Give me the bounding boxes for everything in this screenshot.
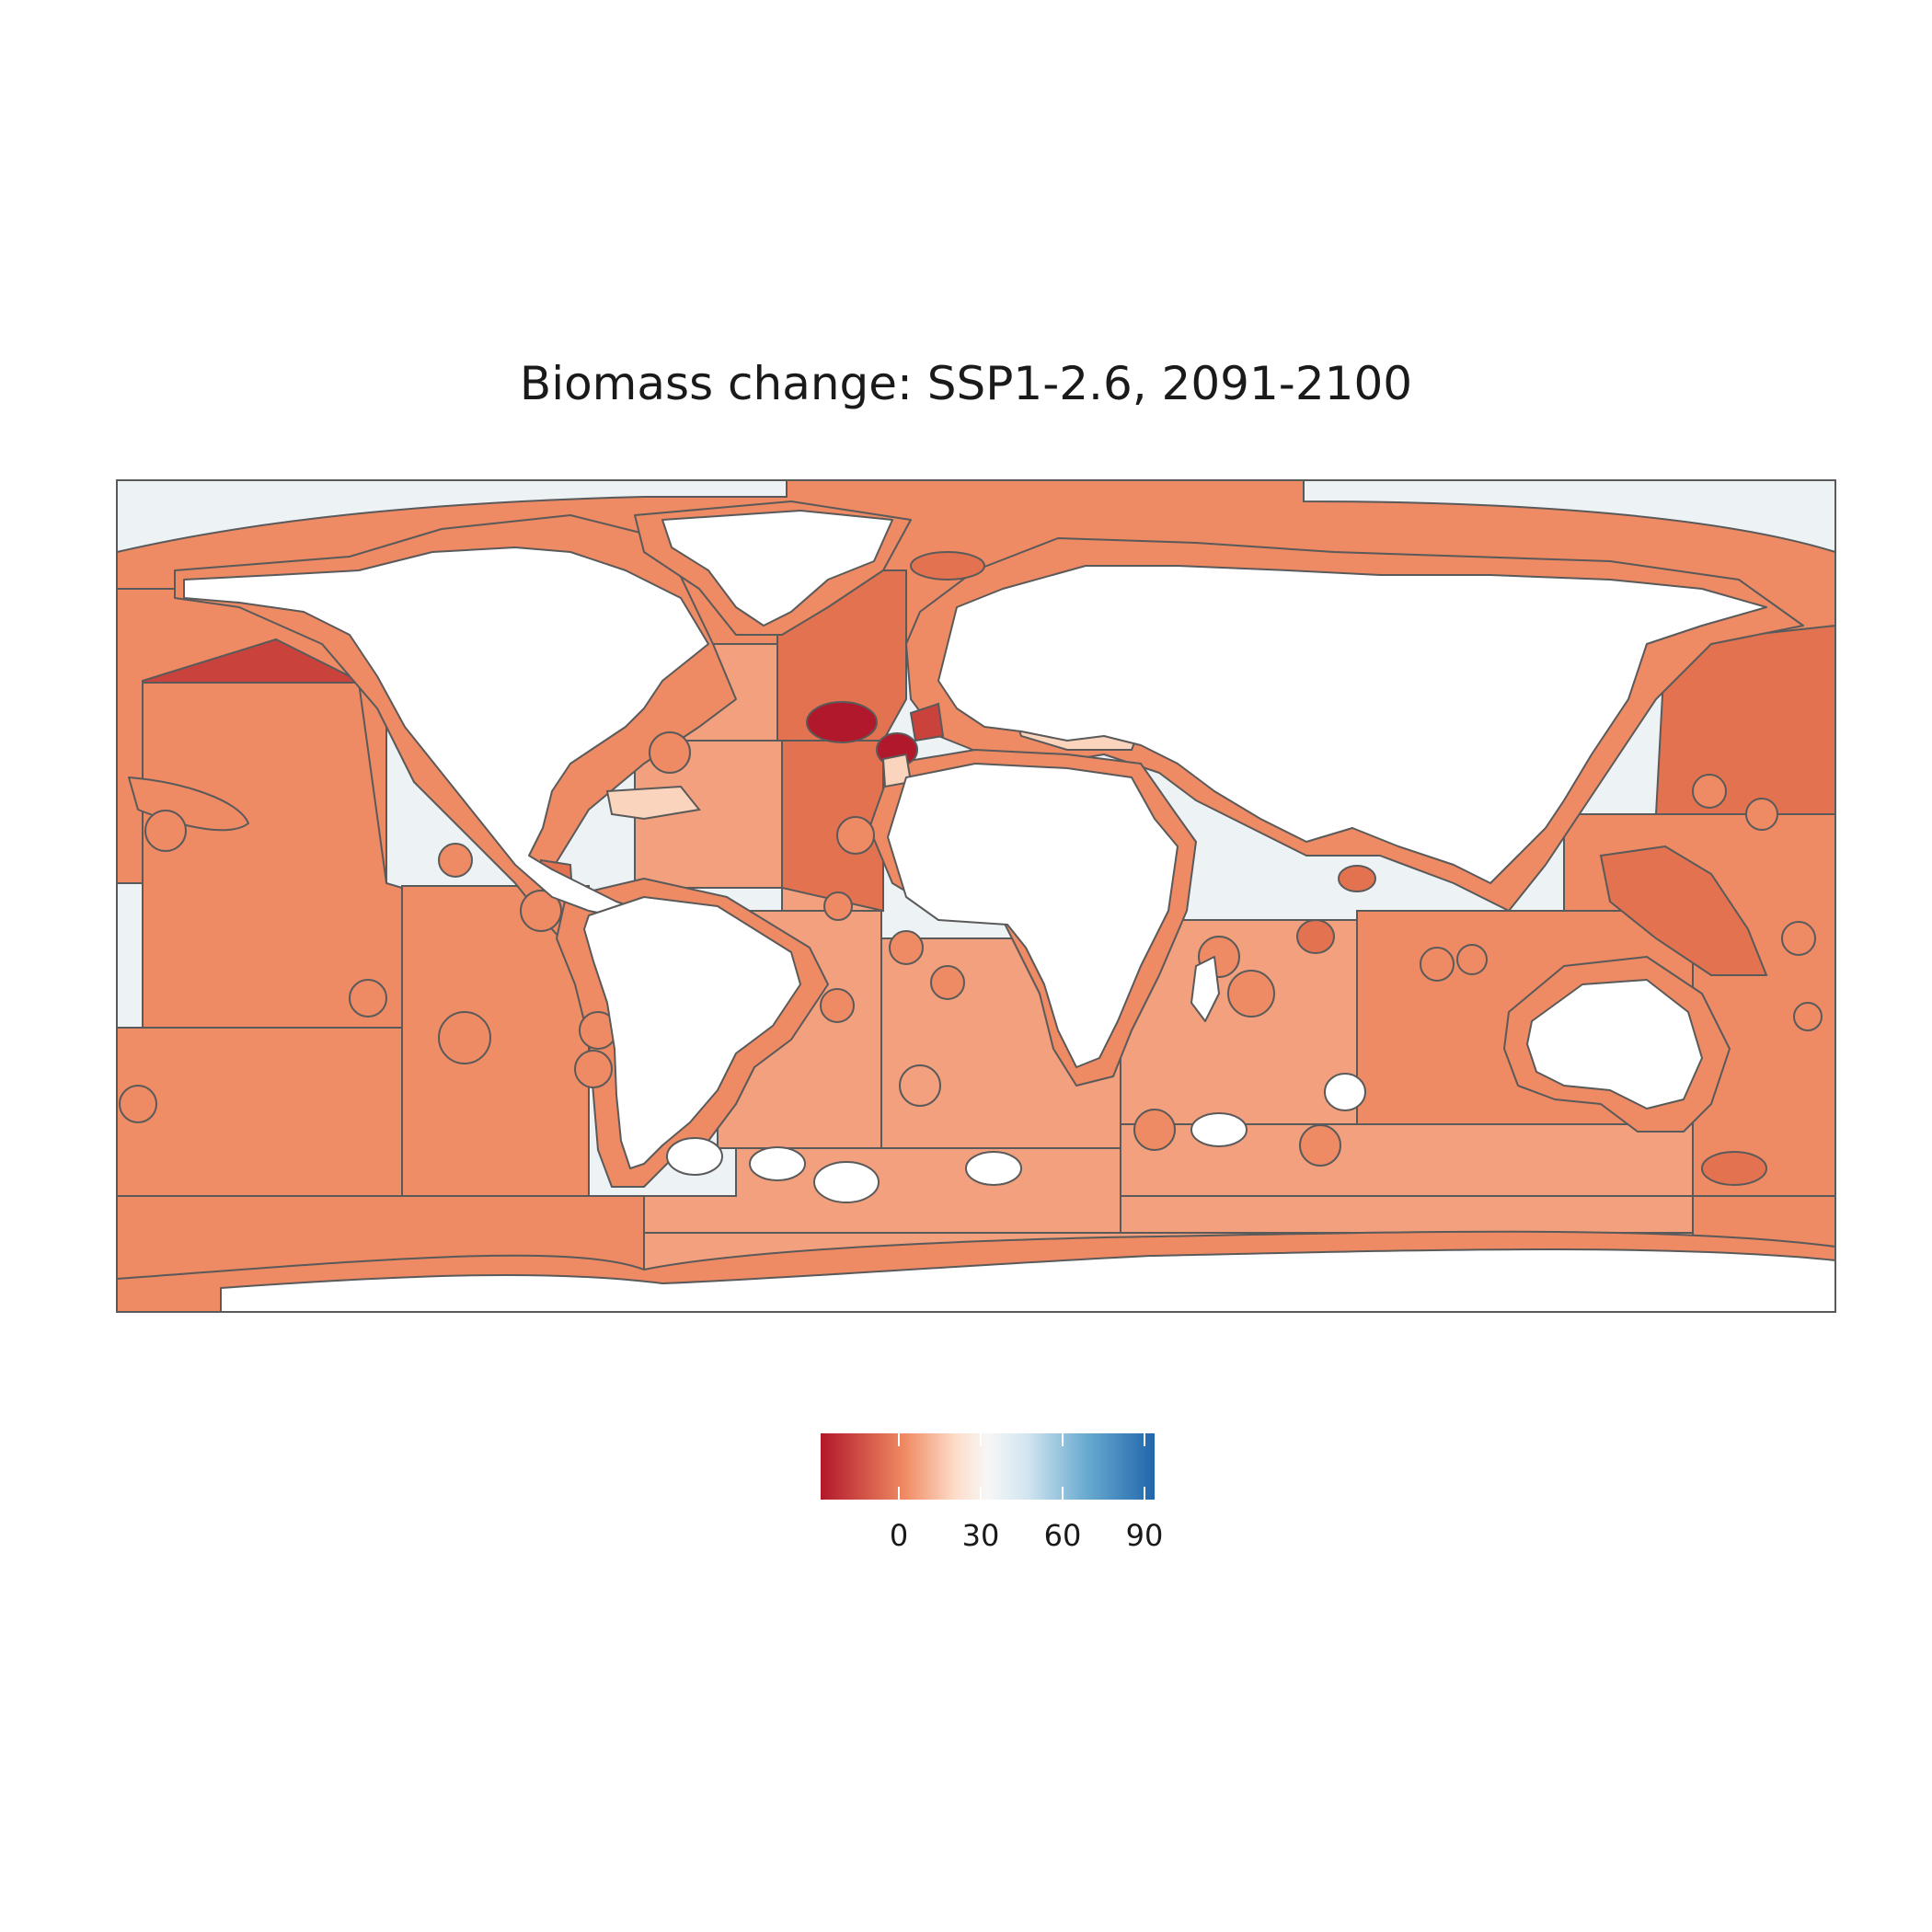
- patch-maldives: [1296, 919, 1335, 954]
- no-data-region: [1190, 1112, 1248, 1147]
- eez-circle: [349, 979, 387, 1018]
- no-data-region: [813, 1161, 880, 1203]
- eez-circle: [823, 891, 853, 921]
- eez-circle: [1781, 921, 1816, 956]
- land-greenland: [661, 510, 893, 627]
- legend-tick-label: 0: [890, 1518, 908, 1553]
- patch-bay-of-bengal: [1338, 865, 1376, 892]
- eez-circle: [119, 1085, 157, 1123]
- eez-circle: [930, 965, 965, 1000]
- eez-circle: [649, 731, 691, 774]
- eez-circle: [1692, 774, 1727, 809]
- land-north-america: [183, 546, 709, 921]
- legend: 0 30 60 90: [821, 1433, 1163, 1553]
- eez-circle: [1793, 1002, 1823, 1031]
- map-title: Biomass change: SSP1-2.6, 2091-2100: [519, 357, 1413, 410]
- eez-circle: [820, 988, 855, 1023]
- eez-circle: [144, 810, 187, 852]
- patch-azores: [806, 701, 878, 743]
- no-data-region: [666, 1137, 723, 1176]
- eez-circle: [1420, 947, 1455, 982]
- no-data-region: [1324, 1073, 1366, 1111]
- legend-tick-label: 90: [1126, 1518, 1164, 1553]
- island-eez-circles: [119, 731, 1823, 1167]
- eez-circle: [438, 843, 473, 878]
- land-masses: [183, 510, 1836, 1313]
- eez-circle: [1299, 1124, 1341, 1167]
- eez-circle: [1456, 944, 1488, 975]
- legend-tick-label: 60: [1044, 1518, 1082, 1553]
- land-australia: [1526, 979, 1703, 1110]
- no-data-region: [965, 1151, 1022, 1186]
- patch-indonesia: [1599, 845, 1768, 976]
- eez-circle: [1133, 1109, 1176, 1151]
- eez-circle: [520, 890, 562, 932]
- land-south-america: [583, 896, 801, 1169]
- eez-circle: [899, 1064, 941, 1107]
- eez-circle: [836, 816, 875, 855]
- legend-tick-label: 30: [962, 1518, 1000, 1553]
- patch-caribbean: [605, 785, 701, 821]
- region-central-pacific-south: [116, 1027, 403, 1197]
- patch-norwegian-sea: [910, 551, 985, 581]
- land-madagascar: [1190, 956, 1220, 1022]
- legend-colorbar: [821, 1433, 1155, 1500]
- land-antarctica: [220, 1248, 1836, 1313]
- land-eurasia: [937, 565, 1767, 884]
- no-data-region: [749, 1146, 806, 1181]
- no-data-regions: [666, 1073, 1366, 1203]
- region-southern-ocean-indian: [1120, 1195, 1694, 1234]
- eez-circle: [574, 1050, 613, 1088]
- eez-circle: [1227, 970, 1275, 1018]
- patch-iberia: [909, 702, 945, 742]
- patch-new-zealand: [1701, 1151, 1767, 1186]
- land-africa: [887, 763, 1179, 1068]
- eez-circle: [889, 930, 924, 965]
- eez-circle: [1745, 798, 1778, 831]
- eez-circle: [438, 1011, 491, 1064]
